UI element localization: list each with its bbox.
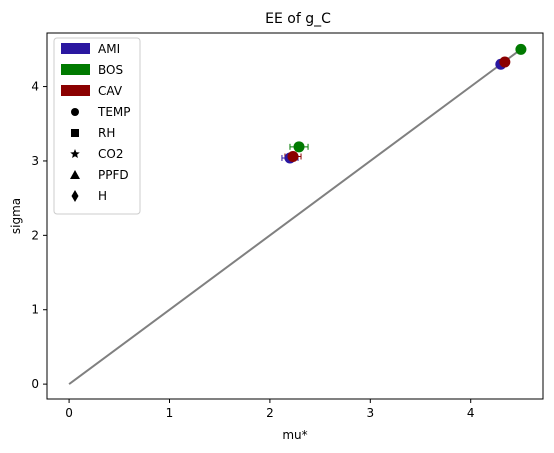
legend-label: AMI [98,42,120,56]
x-axis-label: mu* [282,428,307,442]
data-point-bos [515,43,527,55]
legend-label: PPFD [98,168,129,182]
legend-label: BOS [98,63,123,77]
x-tick-label: 0 [65,406,73,420]
y-tick-label: 2 [31,228,39,242]
data-point-bos [293,141,305,153]
legend-swatch-cav [61,85,90,96]
circle-marker-icon [71,108,79,116]
legend-label: TEMP [97,105,131,119]
diamond-marker-icon [71,190,79,202]
x-tick-label: 3 [366,406,374,420]
legend-frame [53,37,141,215]
x-tick-label: 4 [467,406,475,420]
triangle-marker-icon [70,170,80,179]
star-marker-icon [70,149,80,159]
data-point-cav [499,56,511,68]
y-tick-label: 0 [31,377,39,391]
legend: AMI BOS CAV TEMP RH CO2 PPFD H [53,37,141,215]
data-point-cav [287,150,299,162]
legend-label: RH [98,126,115,140]
legend-label: CAV [98,84,123,98]
square-marker-icon [71,129,79,137]
x-tick-label: 1 [166,406,174,420]
plot-frame [46,32,544,400]
legend-swatch-bos [61,64,90,75]
reference-line [68,48,522,385]
y-axis-label: sigma [9,198,23,234]
legend-label: H [98,189,107,203]
legend-swatch-ami [61,43,90,54]
legend-label: CO2 [98,147,123,161]
y-tick-label: 1 [31,303,39,317]
y-tick-label: 4 [31,80,39,94]
y-tick-label: 3 [31,154,39,168]
chart-title: EE of g_C [265,11,331,27]
x-tick-label: 2 [266,406,274,420]
